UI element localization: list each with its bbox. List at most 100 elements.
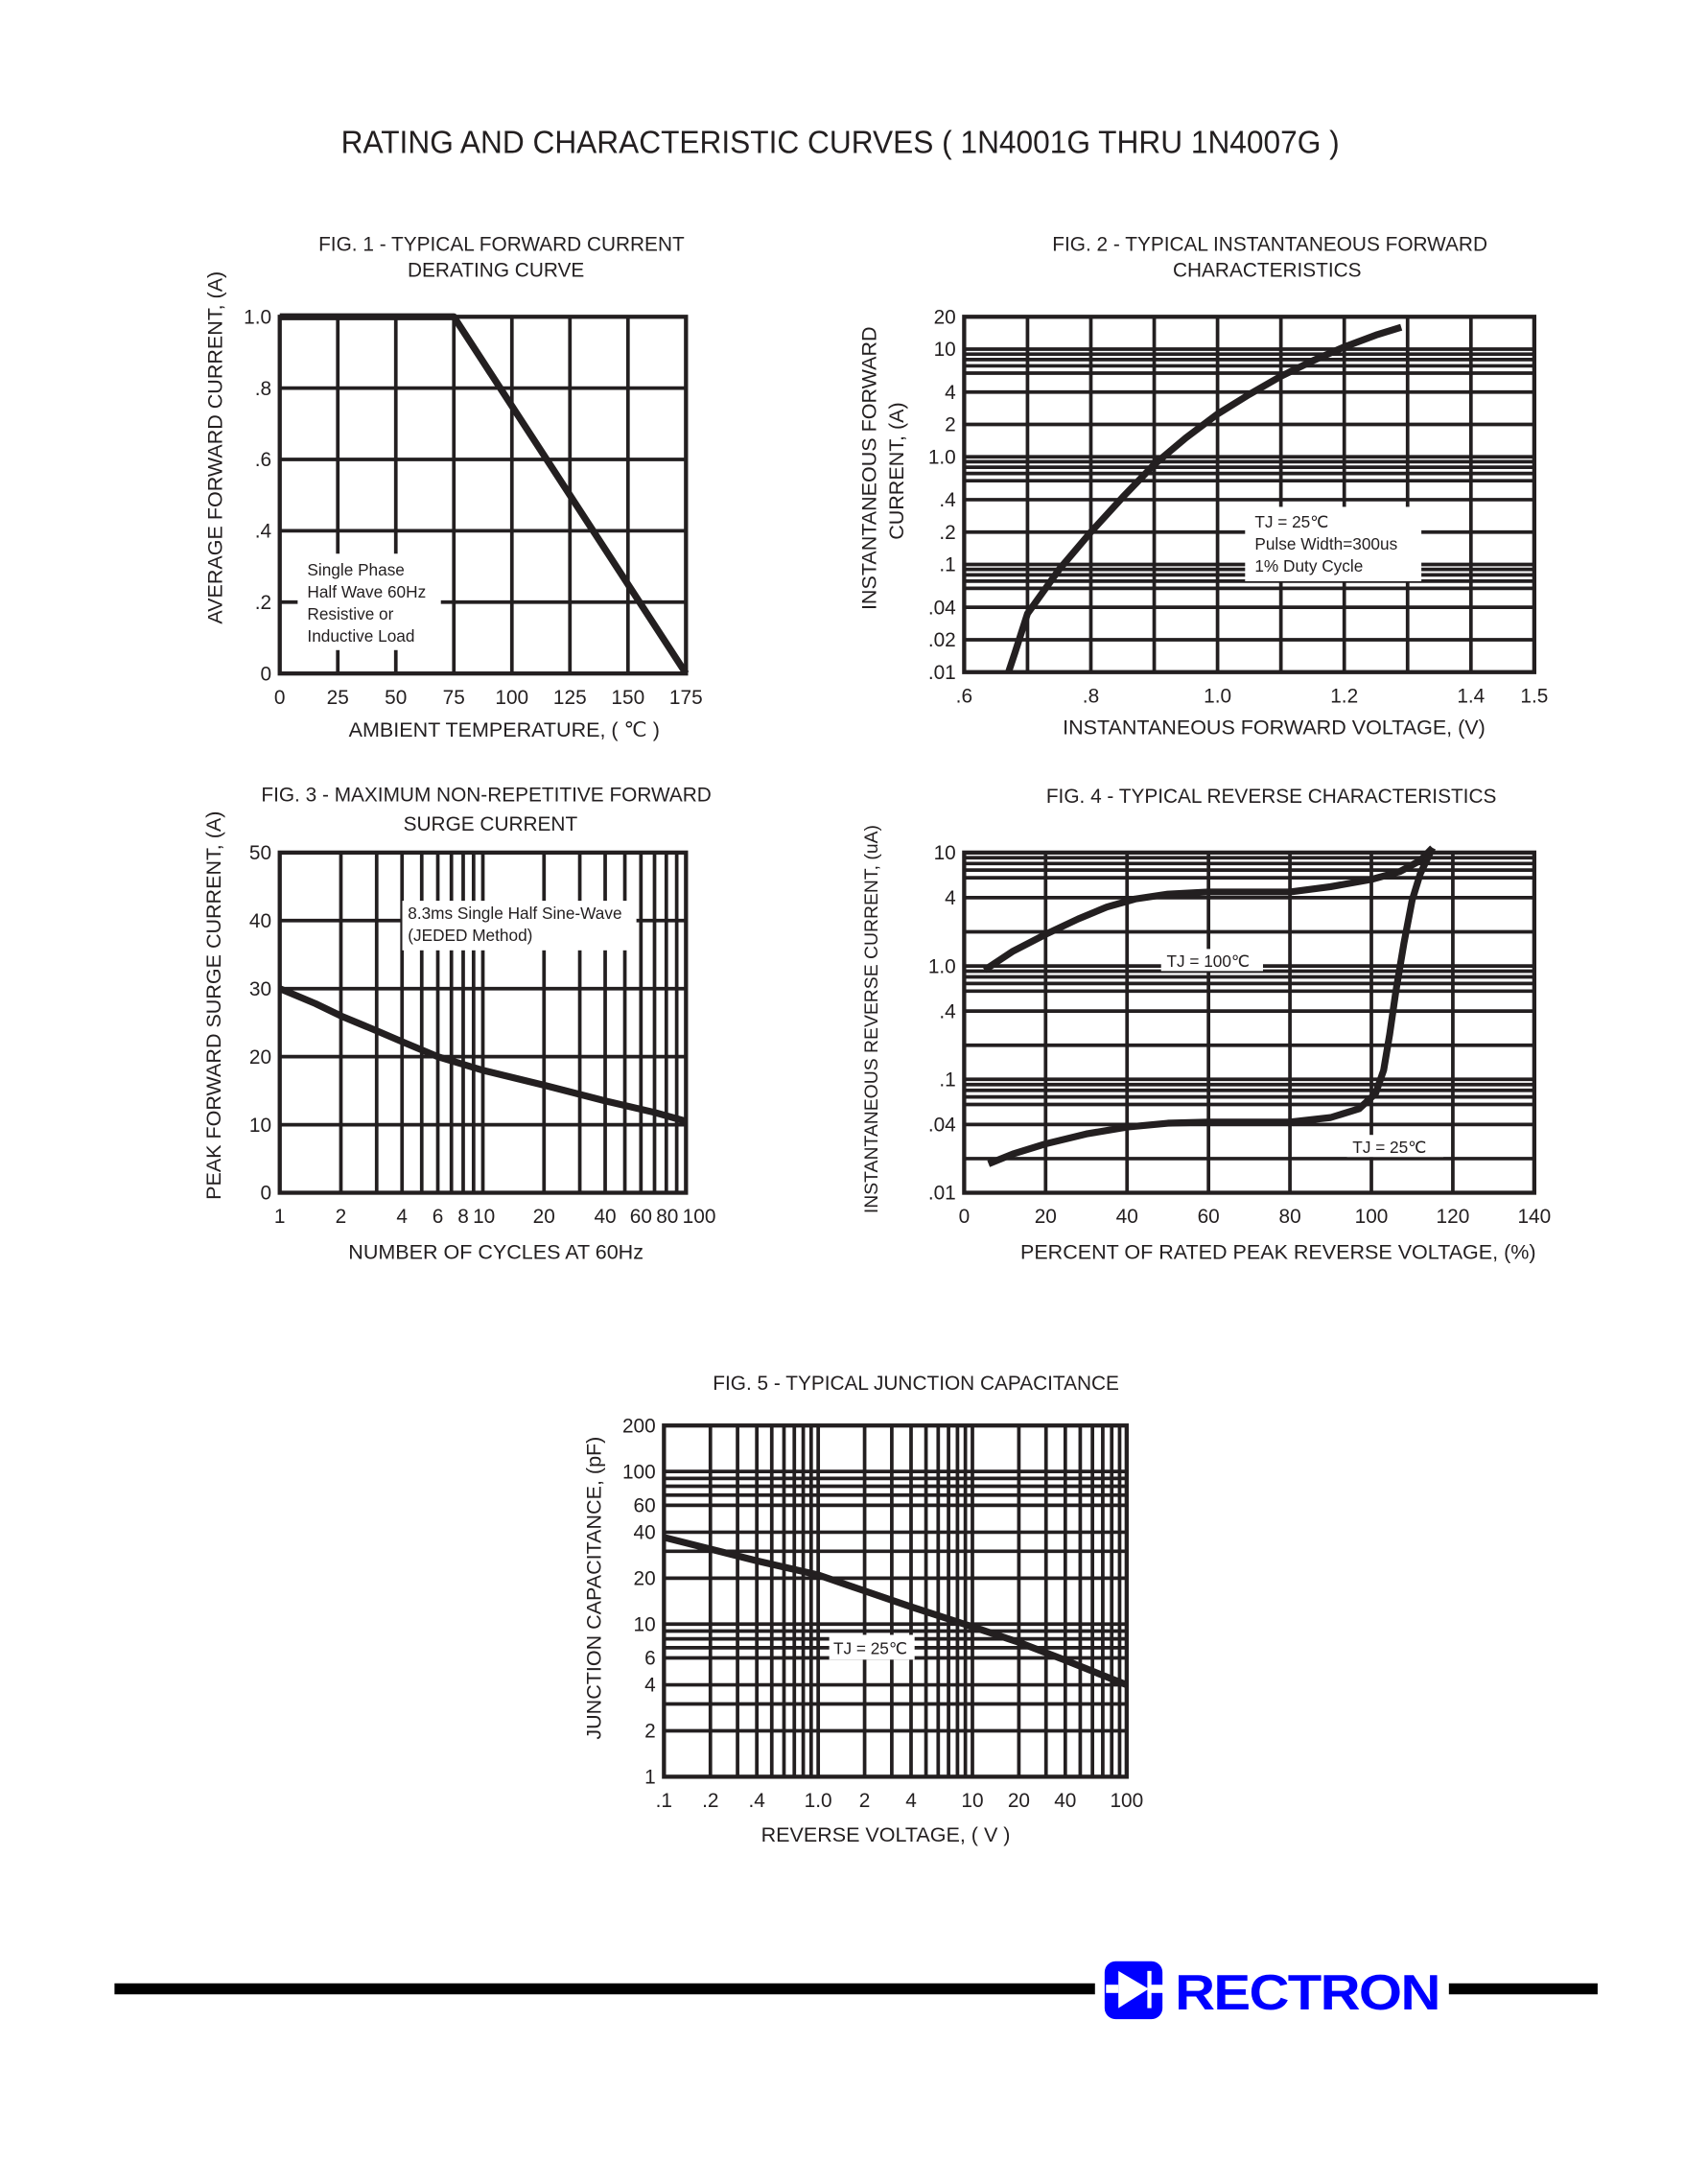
x-tick-label: 140 <box>1517 1206 1551 1228</box>
x-tick-label: 1 <box>274 1206 286 1228</box>
y-tick-label: .2 <box>255 592 271 614</box>
y-tick-label: .04 <box>928 597 956 619</box>
y-tick-label: 60 <box>634 1495 656 1517</box>
fig4-title: FIG. 4 - TYPICAL REVERSE CHARACTERISTICS <box>1046 786 1497 808</box>
y-tick-label: .02 <box>928 629 956 651</box>
y-tick-label: .4 <box>255 521 271 543</box>
y-tick-label: 0 <box>261 663 272 685</box>
x-tick-label: 10 <box>961 1790 983 1812</box>
x-tick-label: 175 <box>669 687 703 709</box>
x-tick-label: 100 <box>1355 1206 1389 1228</box>
y-tick-label: 30 <box>249 978 271 1000</box>
x-tick-label: 20 <box>1008 1790 1030 1812</box>
fig1-annotation-2: Half Wave 60Hz <box>307 582 426 601</box>
series-curve-1 <box>279 313 690 676</box>
series-curve-1 <box>982 845 1436 974</box>
x-tick-label: 125 <box>553 687 587 709</box>
fig4-x-axis-label: PERCENT OF RATED PEAK REVERSE VOLTAGE, (… <box>1020 1240 1536 1263</box>
series-curve-1 <box>278 985 688 1125</box>
x-tick-label: 80 <box>1279 1206 1301 1228</box>
plot-frame <box>662 1423 1129 1779</box>
fig2-y-axis-label-line2: CURRENT, (A) <box>885 402 908 539</box>
y-tick-label: 40 <box>634 1522 656 1544</box>
x-tick-label: 1.4 <box>1457 685 1485 707</box>
y-tick-label: .1 <box>939 554 955 576</box>
footer-rule-right <box>1448 1983 1598 1995</box>
y-tick-label: .4 <box>939 1000 955 1022</box>
y-tick-label: 2 <box>945 414 956 436</box>
footer-rule-left <box>114 1983 1095 1995</box>
y-tick-label: 50 <box>249 842 271 864</box>
y-tick-label: .01 <box>928 662 956 684</box>
x-tick-label: 40 <box>1054 1790 1076 1812</box>
x-tick-label: 100 <box>683 1206 716 1228</box>
y-tick-label: .1 <box>939 1069 955 1091</box>
x-tick-label: 120 <box>1437 1206 1470 1228</box>
y-tick-label: 1.0 <box>928 446 956 468</box>
x-tick-label: 2 <box>336 1206 347 1228</box>
y-tick-label: 100 <box>622 1461 656 1483</box>
fig1-chart: FIG. 1 - TYPICAL FORWARD CURRENT 0 25 50 75… <box>203 233 702 741</box>
x-tick-label: 1.5 <box>1520 685 1548 707</box>
fig1-annotation-3: Resistive or <box>307 604 393 623</box>
y-tick-label: 2 <box>644 1721 656 1743</box>
x-tick-label: 100 <box>1110 1790 1143 1812</box>
y-tick-label: 1.0 <box>244 306 271 328</box>
fig2-x-axis-label: INSTANTANEOUS FORWARD VOLTAGE, (V) <box>1063 716 1486 739</box>
fig1-annotation-1: Single Phase <box>307 560 404 579</box>
fig3-x-axis-label: NUMBER OF CYCLES AT 60Hz <box>348 1240 643 1263</box>
x-tick-label: 80 <box>656 1206 678 1228</box>
fig3-annotation-1: 8.3ms Single Half Sine-Wave <box>408 904 621 923</box>
fig3-title-line2: SURGE CURRENT <box>404 813 578 835</box>
y-tick-label: 200 <box>622 1415 656 1437</box>
plot-frame <box>277 315 689 676</box>
fig2-title: FIG. 2 - TYPICAL INSTANTANEOUS FORWARD <box>1052 233 1487 255</box>
x-tick-label: 1.0 <box>1204 685 1231 707</box>
fig5-annotation: TJ = 25℃ <box>833 1639 907 1658</box>
series-curve-1 <box>1005 323 1403 673</box>
fig3-title: FIG. 3 - MAXIMUM NON-REPETITIVE FORWARD <box>261 785 711 807</box>
x-tick-label: 2 <box>859 1790 871 1812</box>
x-tick-label: 60 <box>1198 1206 1220 1228</box>
x-tick-label: 20 <box>533 1206 555 1228</box>
x-tick-label: 1.0 <box>805 1790 832 1812</box>
fig1-annotation-4: Inductive Load <box>307 626 414 646</box>
y-tick-label: .4 <box>939 489 955 511</box>
fig4-series-label-25c: TJ = 25℃ <box>1352 1138 1426 1157</box>
y-tick-label: 20 <box>934 306 956 328</box>
fig1-y-axis-label: AVERAGE FORWARD CURRENT, (A) <box>203 271 226 624</box>
y-tick-label: 10 <box>634 1613 656 1635</box>
fig2-title-line2: CHARACTERISTICS <box>1173 260 1362 282</box>
y-tick-label: 1.0 <box>928 955 956 977</box>
y-tick-label: 10 <box>249 1115 271 1137</box>
fig5-x-axis-label: REVERSE VOLTAGE, ( V ) <box>761 1823 1011 1846</box>
fig3-annotation-2: (JEDED Method) <box>408 926 532 945</box>
x-tick-label: 40 <box>1116 1206 1138 1228</box>
x-tick-label: 8 <box>457 1206 469 1228</box>
rectron-logo: RECTRON <box>1104 1961 1440 2020</box>
x-tick-label: 0 <box>274 687 286 709</box>
x-tick-label: .6 <box>956 685 972 707</box>
x-tick-label: 6 <box>433 1206 444 1228</box>
plot-frame <box>277 850 689 1195</box>
y-tick-label: 4 <box>945 887 956 909</box>
fig4-chart: FIG. 4 - TYPICAL REVERSE CHARACTERISTICS… <box>861 786 1551 1263</box>
fig3-chart: FIG. 3 - MAXIMUM NON-REPETITIVE FORWARD … <box>202 785 715 1264</box>
fig5-title: FIG. 5 - TYPICAL JUNCTION CAPACITANCE <box>713 1373 1119 1395</box>
y-tick-label: .8 <box>255 378 271 400</box>
y-tick-label: .01 <box>928 1183 956 1205</box>
y-tick-label: 0 <box>261 1183 272 1205</box>
y-tick-label: 10 <box>934 339 956 361</box>
x-tick-label: 75 <box>443 687 465 709</box>
y-tick-label: .2 <box>939 522 955 544</box>
x-tick-label: 40 <box>594 1206 616 1228</box>
y-tick-label: 40 <box>249 910 271 932</box>
fig1-x-axis-label: AMBIENT TEMPERATURE, ( ℃ ) <box>349 718 660 741</box>
series-curve-1 <box>663 1534 1129 1688</box>
y-tick-label: .6 <box>255 449 271 471</box>
y-tick-label: 6 <box>644 1648 656 1670</box>
fig2-annotation-3: 1% Duty Cycle <box>1254 556 1363 575</box>
x-tick-label: .4 <box>748 1790 764 1812</box>
fig3-y-axis-label: PEAK FORWARD SURGE CURRENT, (A) <box>202 811 225 1200</box>
x-tick-label: .2 <box>702 1790 718 1812</box>
